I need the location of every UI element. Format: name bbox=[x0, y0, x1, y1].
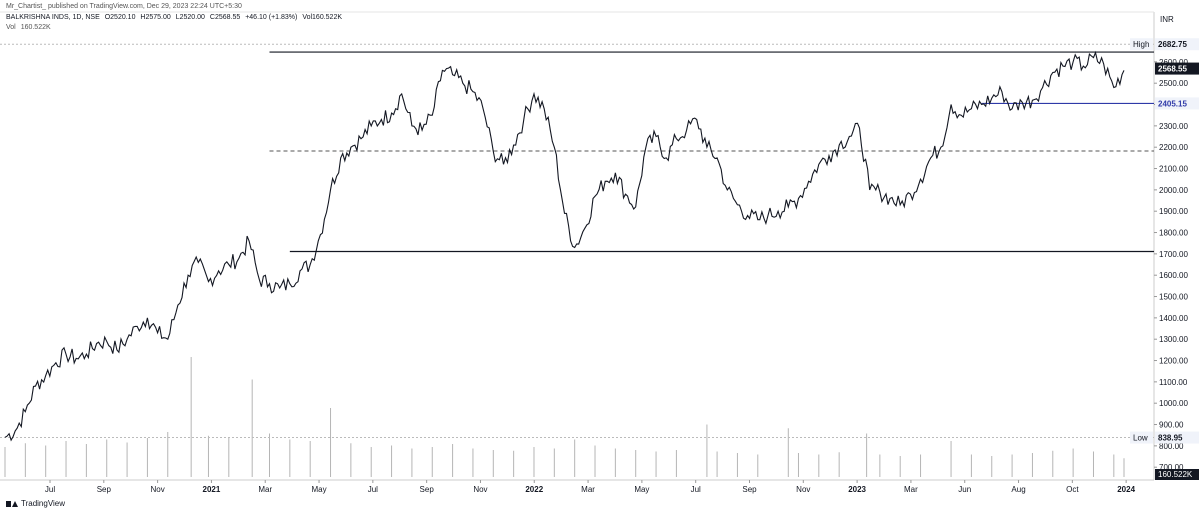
low-price-box-tag: Low bbox=[1133, 434, 1148, 443]
ohlc-line: BALKRISHNA INDS, 1D, NSE O2520.10 H2575.… bbox=[6, 14, 345, 21]
price-tick-label: 2100.00 bbox=[1159, 165, 1188, 174]
time-tick-label: Sep bbox=[97, 485, 112, 494]
price-tick-label: 2200.00 bbox=[1159, 143, 1188, 152]
support-price-box-bg bbox=[1155, 97, 1199, 110]
time-tick-label: 2023 bbox=[848, 485, 866, 494]
time-tick-label: 2022 bbox=[525, 485, 543, 494]
last-price-box-value: 2568.55 bbox=[1158, 65, 1187, 74]
tradingview-brand: TradingView bbox=[6, 499, 65, 508]
time-tick-label: Aug bbox=[1011, 485, 1025, 494]
time-tick-label: Sep bbox=[420, 485, 435, 494]
time-tick-label: 2021 bbox=[203, 485, 221, 494]
volume-legend: Vol 160.522K bbox=[6, 24, 54, 31]
low-value: L2520.00 bbox=[175, 14, 205, 21]
time-tick-label: Mar bbox=[904, 485, 918, 494]
volume-legend-label: Vol bbox=[6, 24, 16, 31]
price-tick-label: 2000.00 bbox=[1159, 186, 1188, 195]
volume-legend-value: 160.522K bbox=[20, 24, 51, 31]
support-price-box-value: 2405.15 bbox=[1158, 99, 1187, 108]
price-tick-label: 800.00 bbox=[1159, 442, 1184, 451]
high-price-box-tag-bg bbox=[1130, 38, 1153, 51]
time-tick-label: Jul bbox=[368, 485, 378, 494]
high-value: H2575.00 bbox=[140, 14, 171, 21]
time-tick-label: Jun bbox=[958, 485, 971, 494]
price-tick-label: 1900.00 bbox=[1159, 207, 1188, 216]
time-tick-label: Nov bbox=[473, 485, 487, 494]
volume-box-value: 160.522K bbox=[1158, 470, 1193, 479]
time-tick-label: Jul bbox=[45, 485, 55, 494]
currency-label: INR bbox=[1160, 15, 1174, 24]
brand-label: TradingView bbox=[21, 499, 66, 508]
time-tick-label: Jul bbox=[691, 485, 701, 494]
price-tick-label: 700.00 bbox=[1159, 463, 1184, 472]
symbol-label: BALKRISHNA INDS, 1D, NSE bbox=[6, 14, 100, 21]
price-tick-label: 1100.00 bbox=[1159, 378, 1188, 387]
close-value: C2568.55 bbox=[209, 14, 241, 21]
last-price-box-bg bbox=[1155, 62, 1199, 75]
time-tick-label: Oct bbox=[1066, 485, 1079, 494]
time-tick-label: Mar bbox=[581, 485, 595, 494]
low-price-box-tag-bg bbox=[1130, 431, 1153, 444]
time-tick-label: May bbox=[311, 485, 326, 494]
change-value: +46.10 (+1.83%) bbox=[245, 14, 298, 21]
time-tick-label: Nov bbox=[796, 485, 810, 494]
price-tick-label: 900.00 bbox=[1159, 421, 1184, 430]
time-tick-label: Mar bbox=[258, 485, 272, 494]
volume-value: Vol160.522K bbox=[302, 14, 343, 21]
price-tick-label: 1700.00 bbox=[1159, 250, 1188, 259]
high-price-box-bg bbox=[1155, 38, 1199, 51]
price-tick-label: 2600.00 bbox=[1159, 58, 1188, 67]
price-tick-label: 1400.00 bbox=[1159, 314, 1188, 323]
open-value: O2520.10 bbox=[104, 14, 136, 21]
high-price-box-tag: High bbox=[1133, 40, 1149, 49]
price-tick-label: 1200.00 bbox=[1159, 357, 1188, 366]
price-tick-label: 2300.00 bbox=[1159, 122, 1188, 131]
volume-box-bg bbox=[1155, 469, 1199, 480]
time-tick-label: Sep bbox=[742, 485, 757, 494]
time-tick-label: May bbox=[634, 485, 649, 494]
time-tick-label: Nov bbox=[150, 485, 164, 494]
price-tick-label: 1600.00 bbox=[1159, 271, 1188, 280]
price-tick-label: 1000.00 bbox=[1159, 399, 1188, 408]
price-tick-label: 1500.00 bbox=[1159, 293, 1188, 302]
price-tick-label: 1300.00 bbox=[1159, 335, 1188, 344]
tradingview-logo-icon bbox=[6, 500, 18, 508]
price-tick-label: 1800.00 bbox=[1159, 229, 1188, 238]
low-price-box-bg bbox=[1155, 431, 1199, 444]
time-tick-label: 2024 bbox=[1117, 485, 1135, 494]
low-price-box-value: 838.95 bbox=[1158, 434, 1183, 443]
price-tick-label: 2500.00 bbox=[1159, 79, 1188, 88]
high-price-box-value: 2682.75 bbox=[1158, 40, 1187, 49]
publish-line: Mr_Chartist_ published on TradingView.co… bbox=[6, 3, 242, 10]
price-line bbox=[4, 50, 1125, 442]
